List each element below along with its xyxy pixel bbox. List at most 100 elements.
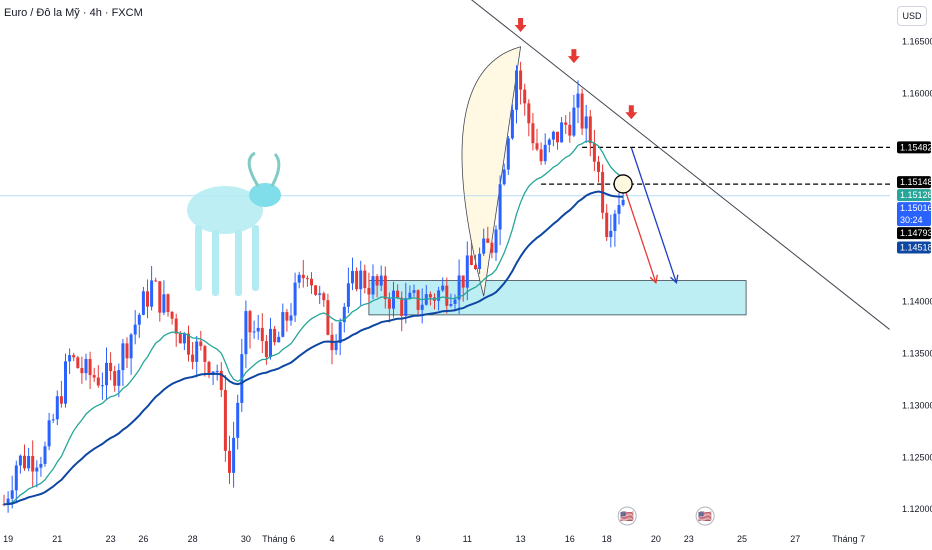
candle <box>187 325 190 362</box>
candle-body <box>27 455 31 469</box>
candle <box>367 272 371 305</box>
support-zone <box>368 280 747 316</box>
candle <box>404 282 408 324</box>
candle <box>207 360 211 379</box>
x-tick-label: 28 <box>188 534 198 544</box>
candle <box>59 380 63 408</box>
price-tag-label: 1.15148 <box>900 177 932 187</box>
candle <box>269 317 272 360</box>
candle <box>314 284 318 296</box>
candle-body <box>310 278 313 286</box>
candle-body <box>363 270 367 289</box>
candle <box>523 83 527 116</box>
candle-body <box>437 290 441 301</box>
y-tick-label: 1.16500 <box>902 37 932 47</box>
ema-fast-line <box>3 140 624 505</box>
candle <box>502 163 506 186</box>
candle <box>100 372 104 400</box>
x-tick-label: 26 <box>138 534 148 544</box>
candle-body <box>84 358 88 374</box>
price-tag-label: 1.14518 <box>900 243 932 253</box>
candle-body <box>150 280 154 307</box>
candle <box>273 326 277 346</box>
candle-body <box>191 354 195 362</box>
x-tick-label: 11 <box>463 534 472 544</box>
candle-body <box>55 396 59 420</box>
candle <box>35 460 39 488</box>
candle <box>199 330 203 351</box>
candle-body <box>605 212 609 238</box>
candle <box>191 342 195 370</box>
candle-body <box>506 138 510 170</box>
candle <box>264 334 268 365</box>
candle <box>256 314 260 340</box>
x-tick-label: 23 <box>684 534 694 544</box>
candle <box>14 460 18 504</box>
candle-body <box>92 375 96 378</box>
x-tick-label: Tháng 7 <box>832 534 865 544</box>
price-tag-countdown: 30:24 <box>900 215 923 225</box>
candle <box>609 214 613 248</box>
svg-text:🇺🇸: 🇺🇸 <box>698 510 712 523</box>
candle-body <box>486 238 490 243</box>
candle <box>203 344 207 377</box>
candle-body <box>465 255 469 288</box>
candle <box>76 355 80 369</box>
candle-body <box>457 275 461 300</box>
candle <box>572 94 576 137</box>
candle <box>109 352 113 381</box>
candle-body <box>2 504 6 506</box>
candle-body <box>273 328 277 343</box>
candle <box>383 266 387 309</box>
price-tag-label: 1.15016 <box>900 203 932 213</box>
candle <box>408 285 412 300</box>
candle <box>113 365 117 392</box>
candle-body <box>580 93 584 129</box>
ema-slow-line <box>3 190 624 506</box>
candle <box>39 456 43 477</box>
candle <box>420 288 424 324</box>
candle-body <box>412 290 416 293</box>
candle-body <box>187 333 190 355</box>
candle-body <box>293 282 297 316</box>
candle-body <box>342 306 346 323</box>
currency-button[interactable]: USD <box>897 6 927 26</box>
candle <box>277 331 281 343</box>
candle <box>412 284 416 297</box>
candle <box>588 110 592 157</box>
candle-body <box>531 123 535 144</box>
chart-title: Euro / Đô la Mỹ · 4h · FXCM <box>4 7 143 19</box>
x-tick-label: 27 <box>790 534 800 544</box>
candle-body <box>322 293 326 301</box>
candle <box>486 226 490 244</box>
candle-body <box>408 292 412 299</box>
candle-body <box>162 294 166 313</box>
candle <box>150 265 154 311</box>
candle-body <box>100 385 104 387</box>
price-tag: 1.15148 <box>897 176 932 189</box>
candle-body <box>498 184 502 230</box>
candle-body <box>445 285 449 306</box>
candle-body <box>441 285 445 291</box>
candle-body <box>359 270 363 290</box>
candle-body <box>305 278 309 280</box>
candle <box>605 204 609 242</box>
candle-body <box>318 293 322 295</box>
candle-body <box>461 275 465 288</box>
candle <box>129 333 133 375</box>
candle <box>355 267 359 292</box>
candle-body <box>482 238 486 254</box>
candle-body <box>314 285 318 295</box>
candle-body <box>113 371 117 386</box>
candle <box>88 351 92 390</box>
bull-icon <box>187 151 281 296</box>
x-tick-label: 18 <box>602 534 612 544</box>
candle <box>494 225 498 261</box>
candle-body <box>59 396 63 404</box>
candle-body <box>453 299 457 305</box>
candle-body <box>617 205 621 214</box>
candle-body <box>367 288 371 295</box>
candle <box>441 277 445 292</box>
candle-body <box>64 361 67 404</box>
